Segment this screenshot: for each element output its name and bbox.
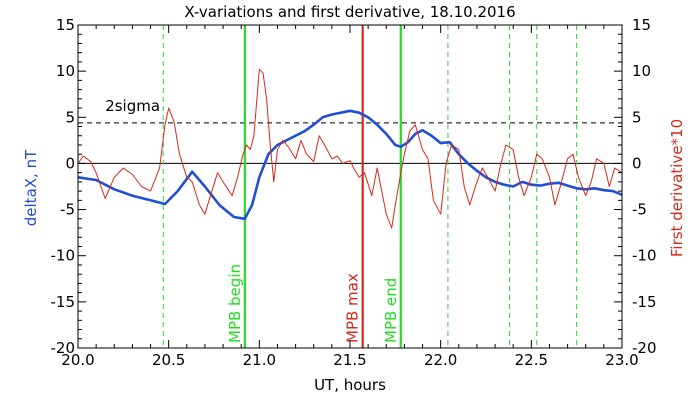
plot-area: 2sigma MPB begin MPB max MPB end 20.0 20.5 21.… <box>51 16 657 369</box>
y-tick-label-left: 5 <box>65 108 75 126</box>
x-tick-label: 20.5 <box>152 351 185 369</box>
x-tick-label: 23.0 <box>605 351 638 369</box>
y-axis-left-title: deltaX, nT <box>22 149 40 226</box>
series-line-0 <box>77 109 623 221</box>
x-axis-title: UT, hours <box>314 376 386 394</box>
y-tick-label-right: -10 <box>632 247 657 265</box>
x-tick-label: 21.0 <box>243 351 276 369</box>
series-line-1 <box>77 68 623 229</box>
y-axis-right-title: First derivative*10 <box>668 119 686 257</box>
y-tick-label-left: 15 <box>56 16 75 34</box>
y-tick-label-right: -5 <box>632 201 647 219</box>
y-tick-label-right: 10 <box>632 62 651 80</box>
marker-label-1: MPB begin <box>226 264 244 343</box>
marker-label-2: MPB max <box>344 273 362 343</box>
marker-label-3: MPB end <box>382 278 400 343</box>
sigma-label: 2sigma <box>105 97 160 115</box>
chart-title: X-variations and first derivative, 18.10… <box>184 3 515 21</box>
y-tick-label-left: -15 <box>51 293 76 311</box>
y-tick-label-right: -15 <box>632 293 657 311</box>
x-tick-label: 20.0 <box>61 351 94 369</box>
y-tick-label-right: 15 <box>632 16 651 34</box>
y-tick-label-right: 5 <box>632 108 642 126</box>
y-tick-label-right: -20 <box>632 339 657 357</box>
y-tick-label-left: -5 <box>60 201 75 219</box>
x-tick-label: 21.5 <box>333 351 366 369</box>
x-tick-label: 22.0 <box>424 351 457 369</box>
y-tick-label-left: -10 <box>51 247 76 265</box>
y-tick-label-right: 0 <box>632 154 642 172</box>
y-tick-label-left: 0 <box>65 154 75 172</box>
y-tick-label-left: -20 <box>51 339 76 357</box>
x-tick-label: 22.5 <box>515 351 548 369</box>
y-tick-label-left: 10 <box>56 62 75 80</box>
